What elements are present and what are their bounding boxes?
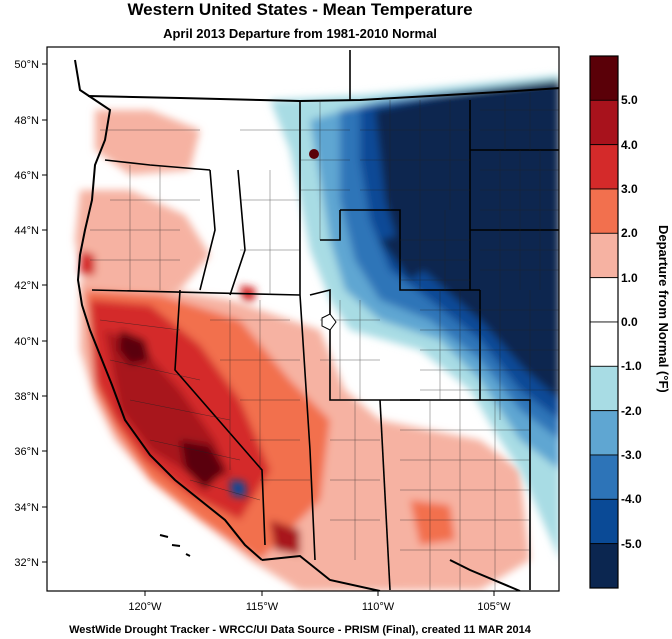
legend-swatch [589, 99, 619, 146]
map-subtitle: April 2013 Departure from 1981-2010 Norm… [163, 26, 437, 41]
lat-label-38: 38°N [14, 391, 39, 403]
mexico-border [261, 554, 521, 591]
lon-label-110: 110°W [362, 601, 395, 613]
map-title: Western United States - Mean Temperature [127, 0, 473, 19]
map-footer: WestWide Drought Tracker - WRCC/UI Data … [69, 624, 531, 636]
legend-tick-label: 4.0 [621, 138, 638, 152]
legend-tick-label: 3.0 [621, 182, 638, 196]
legend-swatch [589, 410, 619, 456]
coastline [74, 59, 263, 561]
lon-label-115: 115°W [246, 601, 279, 613]
canada-border [87, 87, 559, 103]
legend-swatch [589, 277, 619, 323]
map-border [46, 46, 560, 592]
legend-swatch [589, 454, 619, 500]
legend-tick-label: -4.0 [621, 492, 642, 506]
channel-islands [159, 534, 191, 557]
legend-swatch [589, 365, 619, 411]
legend-tick-label: -5.0 [621, 537, 642, 551]
county-lines [90, 92, 559, 590]
legend-tick-label: 1.0 [621, 271, 638, 285]
lat-label-46: 46°N [14, 170, 39, 182]
hotspot-montana [309, 149, 319, 159]
lat-label-34: 34°N [14, 502, 39, 514]
lat-label-32: 32°N [14, 557, 39, 569]
legend-tick-label: 5.0 [621, 93, 638, 107]
legend-tick-label: 2.0 [621, 226, 638, 240]
legend-tick-label: -2.0 [621, 404, 642, 418]
legend-tick-label: -3.0 [621, 448, 642, 462]
lat-label-44: 44°N [14, 225, 39, 237]
legend-swatch [589, 543, 619, 589]
lat-label-50: 50°N [14, 59, 39, 71]
legend-swatch [589, 232, 619, 279]
longitude-axis: 120°W 115°W 110°W 105°W [128, 591, 511, 613]
lat-label-42: 42°N [14, 280, 39, 292]
legend-tick-labels: 5.0 4.0 3.0 2.0 1.0 0.0 -1.0 -2.0 -3.0 -… [621, 93, 642, 551]
legend-swatch [589, 498, 619, 544]
legend-swatch [589, 321, 619, 367]
lon-label-120: 120°W [128, 601, 162, 613]
legend-frame [589, 55, 619, 589]
cool-anomaly-regions [230, 75, 559, 558]
lat-label-40: 40°N [14, 336, 39, 348]
lon-label-105: 105°W [477, 601, 511, 613]
legend-swatch [589, 144, 619, 190]
legend-swatch [589, 55, 619, 101]
lat-label-36: 36°N [14, 446, 39, 458]
great-salt-lake [321, 313, 337, 331]
latitude-axis: 50°N 48°N 46°N 44°N 42°N 40°N 38°N 36°N … [14, 59, 47, 569]
warm-anomaly-regions [75, 110, 530, 591]
lat-label-48: 48°N [14, 115, 39, 127]
legend-tick-label: 0.0 [621, 315, 638, 329]
legend-title: Departure from Normal (°F) [656, 225, 671, 393]
legend-tick-label: -1.0 [621, 359, 642, 373]
map-content [70, 50, 559, 591]
legend-swatch [589, 188, 619, 234]
legend-colorbar [589, 55, 619, 589]
